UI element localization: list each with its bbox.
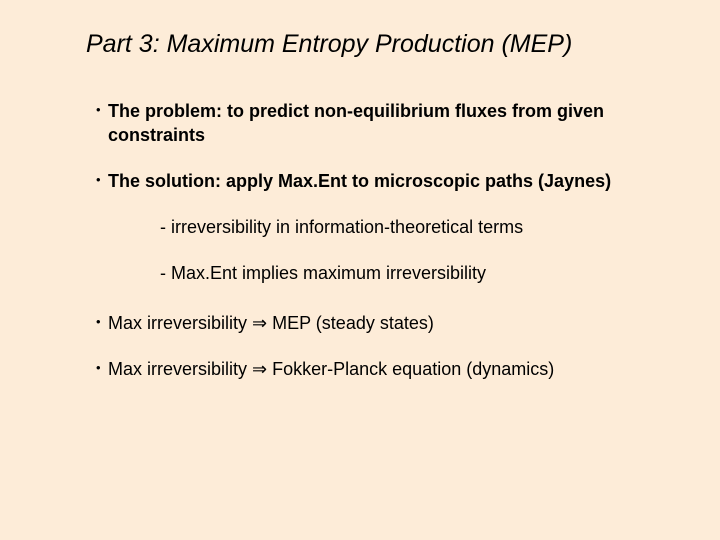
sub-bullet-1: - irreversibility in information-theoret… — [160, 215, 660, 239]
slide-title: Part 3: Maximum Entropy Production (MEP) — [86, 30, 660, 59]
bullet-text: The problem: to predict non-equilibrium … — [102, 99, 660, 147]
sub-bullet-2: - Max.Ent implies maximum irreversibilit… — [160, 261, 660, 285]
bullet-marker: • — [80, 169, 102, 191]
bullet-item-3: • Max irreversibility ⇒ MEP (steady stat… — [80, 311, 660, 335]
text-segment: Fokker-Planck equation (dynamics) — [267, 359, 554, 379]
bullet-marker: • — [80, 311, 102, 333]
text-segment: Max irreversibility — [108, 359, 252, 379]
sub-bullet-group: - irreversibility in information-theoret… — [80, 215, 660, 285]
text-segment: Max irreversibility — [108, 313, 252, 333]
implies-arrow-icon: ⇒ — [252, 359, 267, 379]
bullet-text: Max irreversibility ⇒ MEP (steady states… — [102, 311, 660, 335]
bullet-item-2: • The solution: apply Max.Ent to microsc… — [80, 169, 660, 193]
implies-arrow-icon: ⇒ — [252, 313, 267, 333]
bullet-text: Max irreversibility ⇒ Fokker-Planck equa… — [102, 357, 660, 381]
bullet-text: The solution: apply Max.Ent to microscop… — [102, 169, 660, 193]
text-segment: MEP (steady states) — [267, 313, 434, 333]
bullet-marker: • — [80, 357, 102, 379]
bullet-marker: • — [80, 99, 102, 121]
bullet-item-4: • Max irreversibility ⇒ Fokker-Planck eq… — [80, 357, 660, 381]
bullet-item-1: • The problem: to predict non-equilibriu… — [80, 99, 660, 147]
